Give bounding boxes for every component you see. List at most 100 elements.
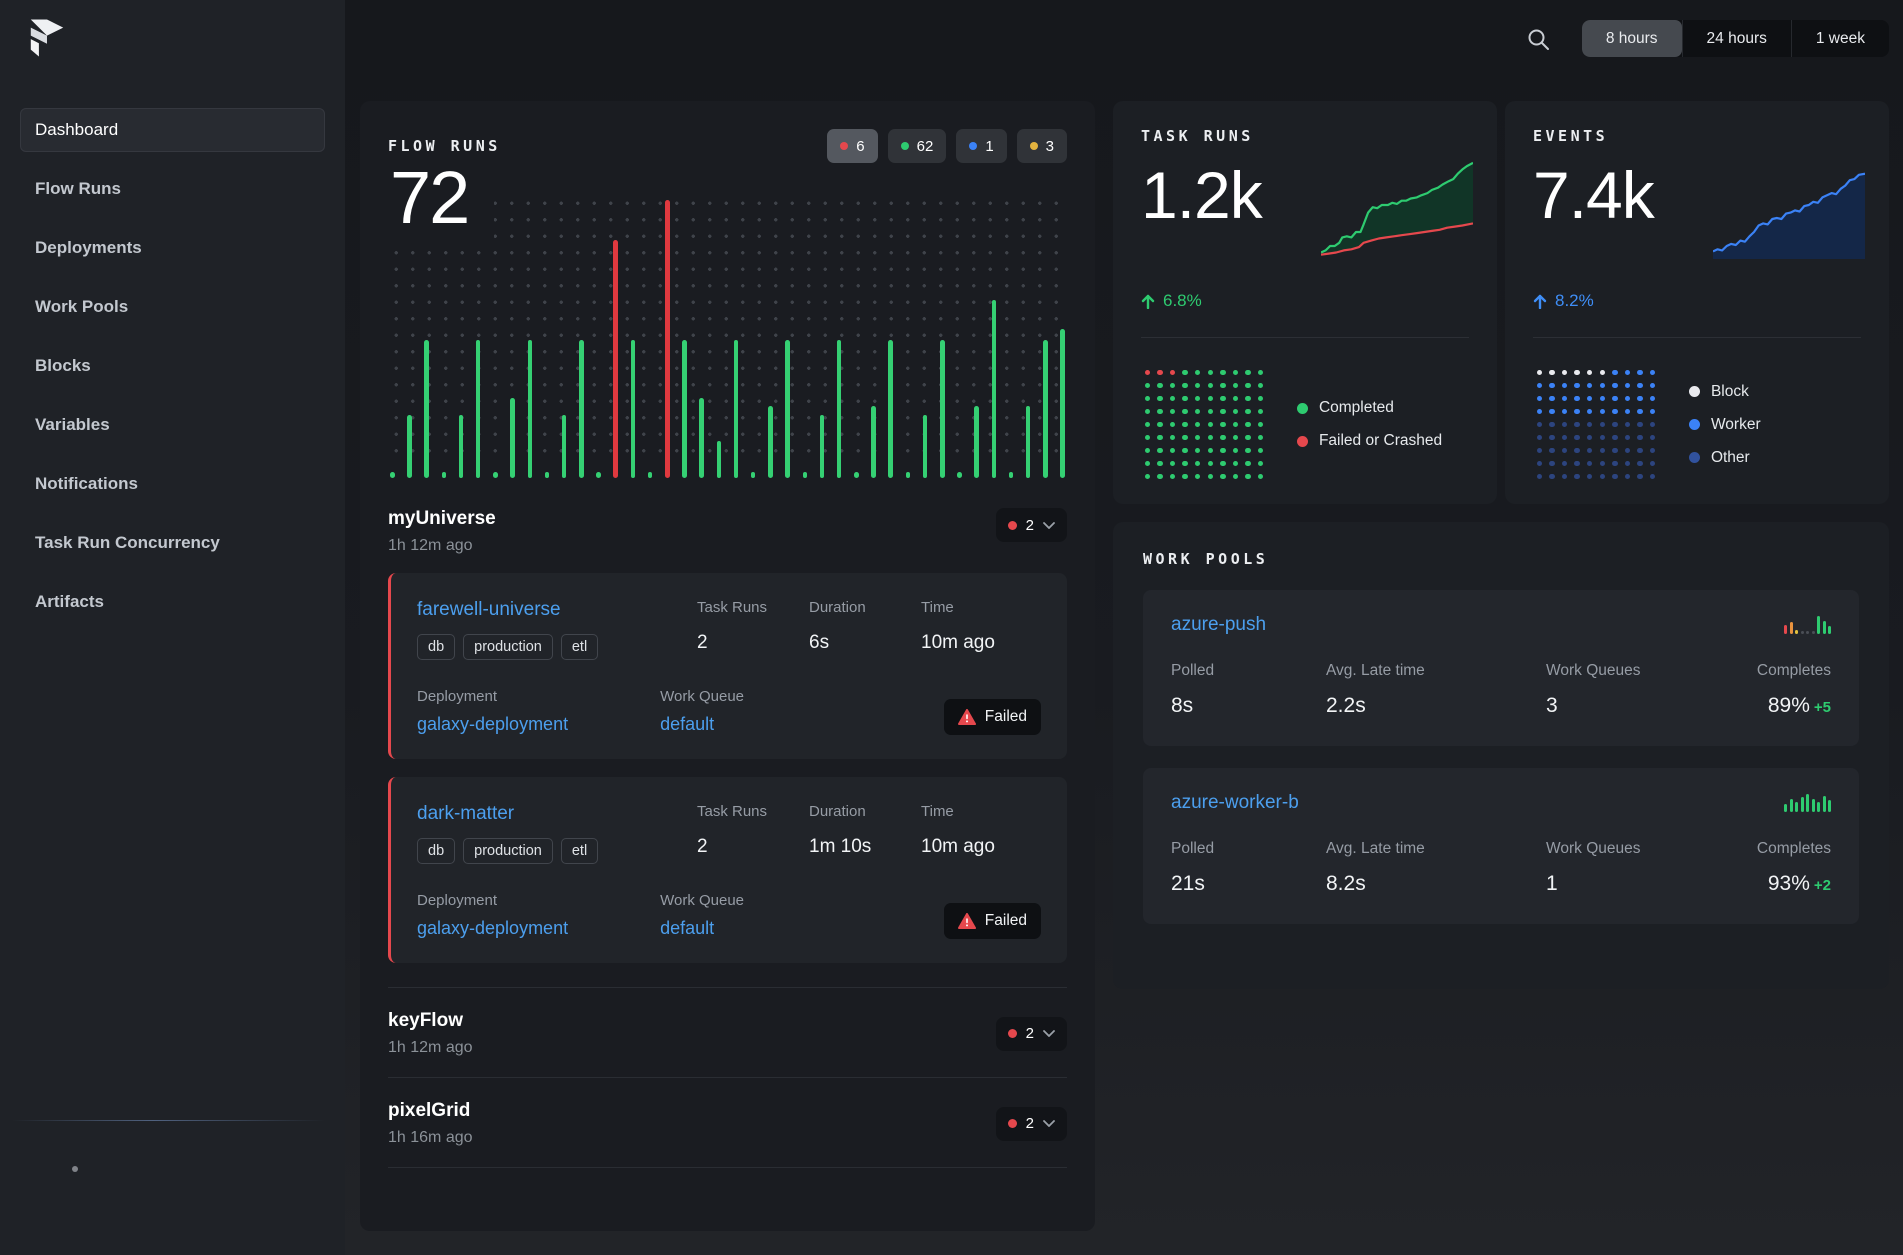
sidebar-item-flow-runs[interactable]: Flow Runs [20,167,325,211]
chevron-down-icon [1043,522,1055,529]
flow-group-time: 1h 12m ago [388,1039,473,1057]
avg-late-label: Avg. Late time [1326,840,1546,858]
task-runs-value: 2 [697,836,809,858]
deployment-link[interactable]: galaxy-deployment [417,918,568,939]
work-queue-link[interactable]: default [660,714,744,735]
sidebar-item-dashboard[interactable]: Dashboard [20,108,325,152]
late-count-badge[interactable]: 3 [1017,129,1067,163]
search-icon [1527,28,1550,51]
search-button[interactable] [1521,22,1556,57]
flow-group-count-dropdown[interactable]: 2 [996,1017,1067,1051]
flow-group-myuniverse: myUniverse 1h 12m ago 2 [388,508,1067,555]
task-runs-delta: 6.8% [1141,291,1469,311]
events-title: EVENTS [1533,127,1861,145]
flow-group-count-dropdown[interactable]: 2 [996,508,1067,542]
task-runs-label: Task Runs [697,803,809,820]
time-range-1-week[interactable]: 1 week [1791,20,1889,57]
deployment-link[interactable]: galaxy-deployment [417,714,568,735]
flow-group-count-dropdown[interactable]: 2 [996,1107,1067,1141]
work-queue-link[interactable]: default [660,918,744,939]
flow-run-link[interactable]: dark-matter [417,803,697,825]
sidebar-item-variables[interactable]: Variables [20,403,325,447]
flow-run-link[interactable]: farewell-universe [417,599,697,621]
sidebar-item-artifacts[interactable]: Artifacts [20,580,325,624]
events-delta: 8.2% [1533,291,1861,311]
time-range-control: 8 hours 24 hours 1 week [1582,20,1889,57]
flow-runs-title: FLOW RUNS [388,137,501,155]
sidebar-item-blocks[interactable]: Blocks [20,344,325,388]
chevron-down-icon [1043,1120,1055,1127]
warning-triangle-icon [958,913,976,929]
sidebar-item-work-pools[interactable]: Work Pools [20,285,325,329]
duration-label: Duration [809,599,921,616]
flow-group-name[interactable]: myUniverse [388,508,496,530]
duration-value: 1m 10s [809,836,921,858]
deployment-label: Deployment [417,688,568,705]
flow-group-name[interactable]: keyFlow [388,1010,473,1032]
completes-value: 89%+5 [1757,694,1831,718]
flow-runs-total: 72 [388,159,494,247]
tag-list: db production etl [417,838,697,864]
task-runs-title: TASK RUNS [1141,127,1469,145]
flow-run-state-filters: 6 62 1 3 [827,129,1067,163]
work-queues-label: Work Queues [1546,840,1757,858]
work-pools-panel: WORK POOLS azure-push Polled8s Avg. Late… [1113,522,1889,989]
task-runs-label: Task Runs [697,599,809,616]
time-value: 10m ago [921,632,1041,654]
running-dot-icon [969,142,977,150]
work-pool-mini-bar-chart [1784,794,1831,812]
work-queues-value: 3 [1546,694,1757,718]
task-runs-panel: TASK RUNS 1.2k 6.8% [1113,101,1497,504]
work-queues-label: Work Queues [1546,662,1757,680]
sidebar-item-task-run-concurrency[interactable]: Task Run Concurrency [20,521,325,565]
sidebar-item-notifications[interactable]: Notifications [20,462,325,506]
events-panel: EVENTS 7.4k 8.2% [1505,101,1889,504]
time-range-24-hours[interactable]: 24 hours [1682,20,1791,57]
arrow-up-icon [1533,293,1547,309]
tag-db: db [417,634,455,660]
completes-label: Completes [1757,662,1831,680]
sidebar-item-deployments[interactable]: Deployments [20,226,325,270]
failed-dot-icon [1297,436,1308,447]
time-label: Time [921,803,1041,820]
work-pool-link[interactable]: azure-worker-b [1171,792,1299,814]
divider [1533,337,1861,338]
tag-etl: etl [561,634,598,660]
sidebar-divider [12,1120,325,1121]
flow-group-name[interactable]: pixelGrid [388,1100,473,1122]
task-runs-value: 2 [697,632,809,654]
tag-etl: etl [561,838,598,864]
time-value: 10m ago [921,836,1041,858]
task-runs-sparkline [1321,151,1473,259]
completed-dot-icon [901,142,909,150]
right-column: TASK RUNS 1.2k 6.8% [1113,101,1889,1255]
late-dot-icon [1030,142,1038,150]
flow-group-pixelgrid: pixelGrid 1h 16m ago 2 [388,1078,1067,1167]
running-count-badge[interactable]: 1 [956,129,1006,163]
failed-count-badge[interactable]: 6 [827,129,877,163]
completes-value: 93%+2 [1757,872,1831,896]
tag-production: production [463,838,553,864]
flow-runs-chart: 72 [388,173,1067,478]
completes-label: Completes [1757,840,1831,858]
tag-list: db production etl [417,634,697,660]
work-pool-mini-bar-chart [1784,616,1831,634]
prefect-logo-icon [28,16,66,60]
duration-label: Duration [809,803,921,820]
polled-label: Polled [1171,840,1326,858]
completed-count-badge[interactable]: 62 [888,129,947,163]
time-range-8-hours[interactable]: 8 hours [1582,20,1682,57]
flow-run-card-farewell-universe: farewell-universe db production etl Task… [388,573,1067,759]
failed-state-badge: Failed [944,699,1041,735]
work-pool-link[interactable]: azure-push [1171,614,1266,636]
events-sparkline [1713,151,1865,259]
failed-dot-icon [1008,1029,1017,1038]
avg-late-value: 2.2s [1326,694,1546,718]
tag-production: production [463,634,553,660]
events-dot-grid [1533,366,1659,483]
flow-group-keyflow: keyFlow 1h 12m ago 2 [388,988,1067,1077]
dashboard-content: FLOW RUNS 6 62 1 3 72 myUniverse 1h 12m … [360,101,1889,1255]
flow-group-time: 1h 12m ago [388,537,496,555]
divider [388,1167,1067,1168]
flow-runs-panel: FLOW RUNS 6 62 1 3 72 myUniverse 1h 12m … [360,101,1095,1231]
